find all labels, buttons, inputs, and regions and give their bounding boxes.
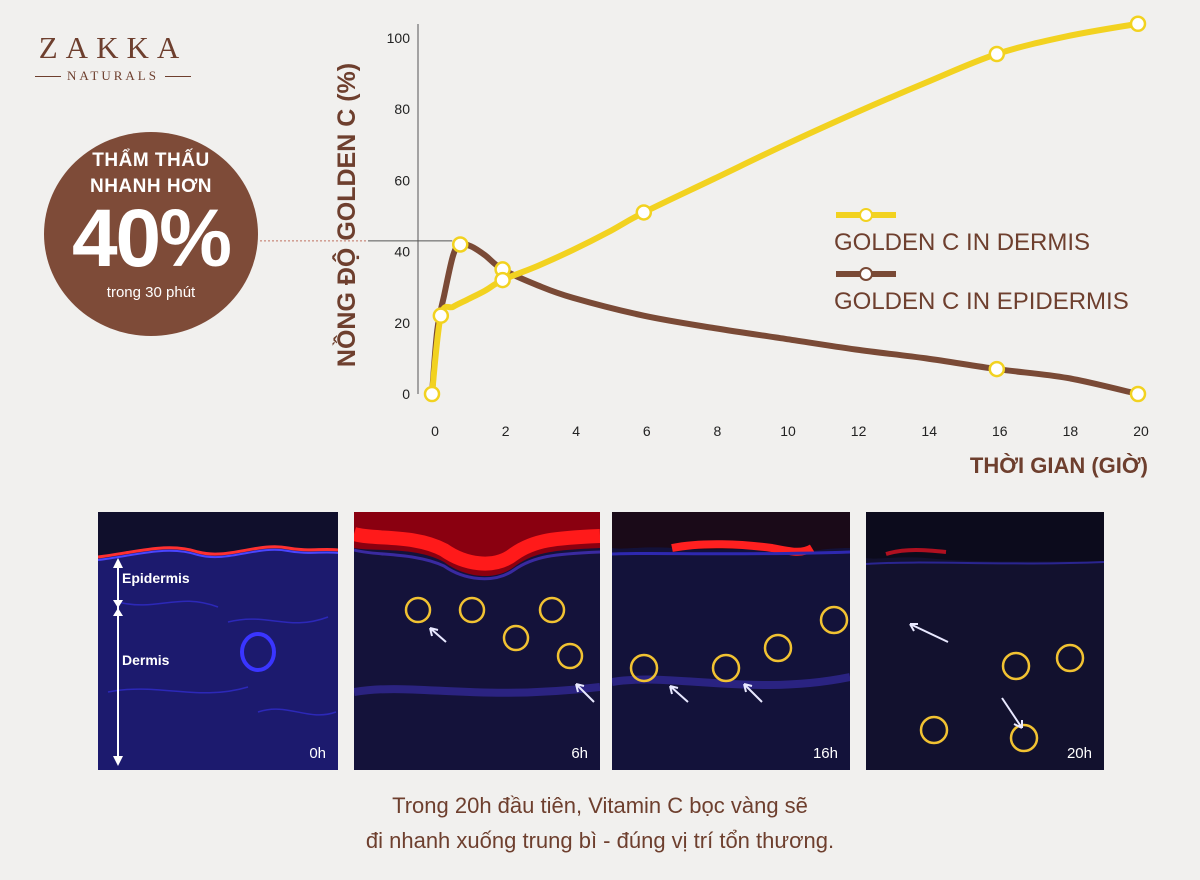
badge-percent: 40% — [71, 193, 232, 284]
marker-epidermis-2 — [988, 360, 1006, 378]
caption-line-2: đi nhanh xuống trung bì - đúng vị trí tổ… — [365, 828, 835, 853]
y-tick-label-40: 40 — [394, 244, 410, 260]
marker-dermis-4 — [988, 45, 1006, 63]
x-tick-label-4: 4 — [572, 423, 580, 439]
promo-badge: THẨM THẤU NHANH HƠN 40% trong 30 phút — [44, 132, 258, 336]
brand-subtitle: NATURALS — [67, 68, 159, 83]
panel-16h: 16h — [612, 512, 850, 770]
caption-line-1: Trong 20h đầu tiên, Vitamin C bọc vàng s… — [392, 793, 808, 818]
y-tick-label-100: 100 — [387, 30, 411, 46]
badge-subtext: trong 30 phút — [106, 284, 196, 301]
x-tick-label-2: 2 — [502, 423, 510, 439]
y-tick-label-0: 0 — [402, 386, 410, 402]
logo-rule-left — [35, 75, 62, 77]
brand-logo: ZAKKA NATURALS — [28, 30, 198, 84]
chart-markers — [423, 15, 1147, 403]
y-tick-label-20: 20 — [394, 315, 410, 331]
marker-dermis-2 — [494, 271, 511, 289]
panel-time-20h: 20h — [1066, 745, 1092, 762]
chart-axes: 0 20 40 60 80 100 0 2 4 6 8 10 12 14 16 18 20 — [260, 24, 1149, 439]
panel-0h: Epidermis Dermis 0h — [98, 512, 338, 770]
y-tick-label-60: 60 — [394, 172, 410, 188]
series-line-dermis — [429, 20, 1141, 397]
label-epidermis: Epidermis — [122, 570, 190, 586]
chart-lines — [429, 20, 1141, 397]
label-dermis: Dermis — [122, 652, 170, 668]
y-axis-label: NỒNG ĐỘ GOLDEN C (%) — [331, 63, 361, 367]
x-axis-label: THỜI GIAN (GIỜ) — [970, 453, 1148, 478]
brand-subtitle-row: NATURALS — [28, 68, 198, 84]
marker-epidermis-0 — [451, 236, 469, 253]
x-tick-label-10: 10 — [780, 423, 796, 439]
chart-legend: GOLDEN C IN DERMIS GOLDEN C IN EPIDERMIS — [834, 208, 1129, 315]
x-tick-label-20: 20 — [1133, 423, 1149, 439]
panel-time-16h: 16h — [812, 745, 838, 762]
legend-label-0: GOLDEN C IN DERMIS — [834, 229, 1090, 256]
x-tick-label-18: 18 — [1063, 423, 1079, 439]
panel-20h: 20h — [866, 512, 1104, 770]
concentration-line-chart: 0 20 40 60 80 100 0 2 4 6 8 10 12 14 16 18 20 GOLDEN C I… — [260, 15, 1149, 478]
panel-0h-image — [98, 512, 338, 770]
badge-line-2: NHANH HƠN — [89, 176, 213, 197]
marker-dermis-1 — [432, 307, 450, 324]
y-tick-label-80: 80 — [394, 101, 410, 117]
series-line-epidermis — [429, 240, 1141, 397]
panel-6h: 6h — [354, 512, 600, 770]
x-tick-label-14: 14 — [921, 423, 937, 439]
panel-16h-image — [612, 512, 850, 770]
panel-time-0h: 0h — [309, 745, 326, 762]
x-tick-label-16: 16 — [992, 423, 1008, 439]
x-tick-label-0: 0 — [431, 423, 439, 439]
marker-dermis-0 — [423, 385, 441, 403]
x-tick-label-8: 8 — [714, 423, 722, 439]
legend-label-1: GOLDEN C IN EPIDERMIS — [834, 288, 1129, 315]
legend-marker-1 — [859, 267, 873, 281]
x-tick-label-6: 6 — [643, 423, 651, 439]
brand-name: ZAKKA — [38, 30, 188, 65]
marker-dermis-3 — [635, 204, 653, 221]
x-tick-label-12: 12 — [851, 423, 867, 439]
panel-6h-image — [354, 512, 600, 770]
panel-time-6h: 6h — [571, 745, 588, 762]
logo-rule-right — [164, 75, 191, 77]
marker-epidermis-3 — [1129, 385, 1147, 403]
badge-line-1: THẨM THẤU — [92, 150, 210, 171]
marker-dermis-5 — [1129, 15, 1147, 33]
panel-20h-image — [866, 512, 1104, 770]
legend-marker-0 — [859, 208, 873, 222]
